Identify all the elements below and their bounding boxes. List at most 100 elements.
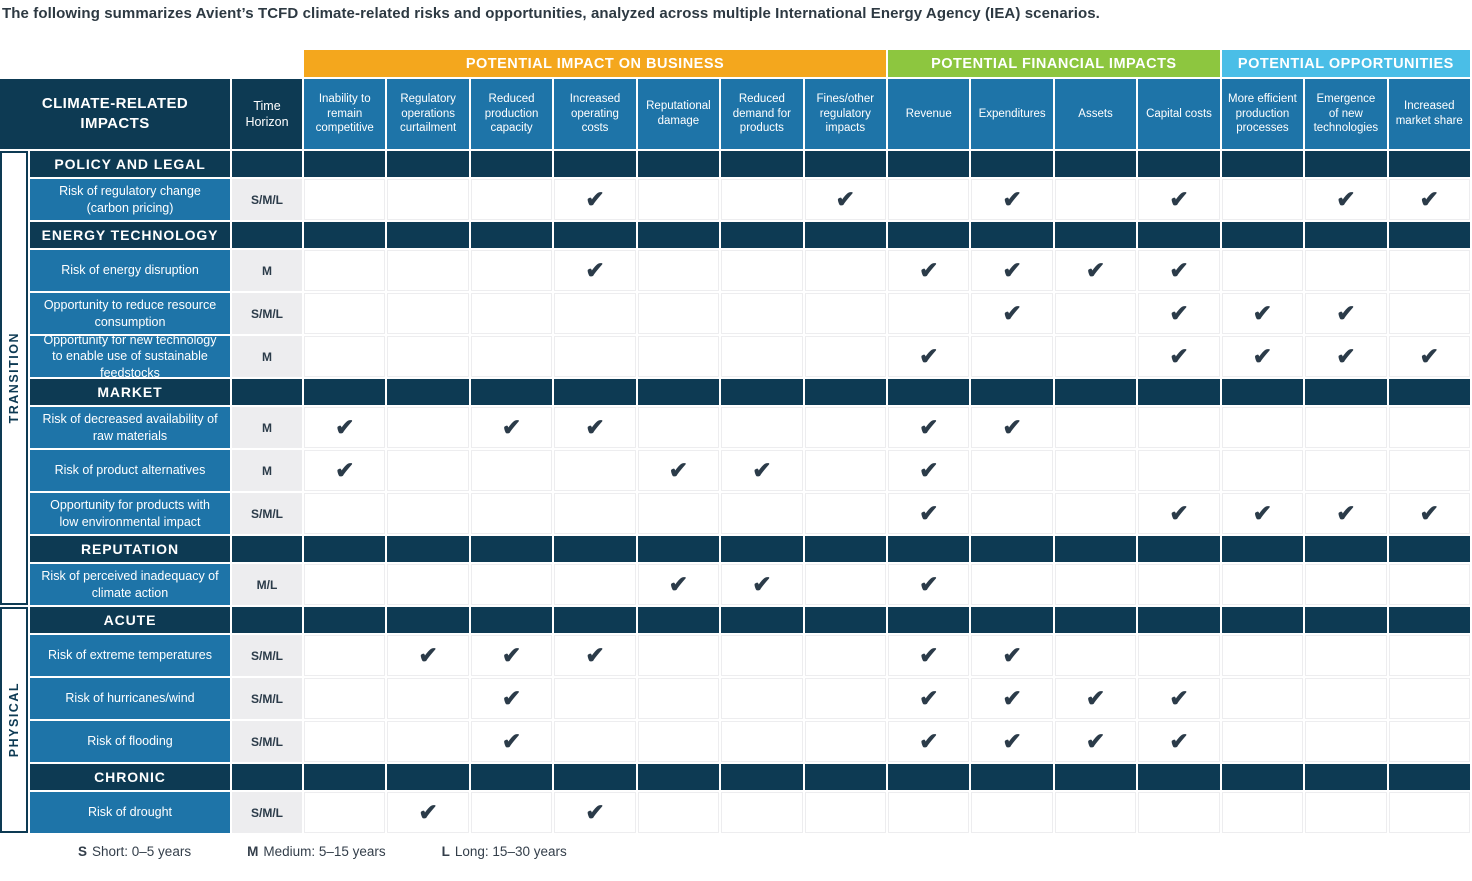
time-horizon-cell: S/M/L	[232, 293, 302, 334]
section-cell	[721, 151, 803, 177]
check-icon: ✔	[501, 685, 522, 711]
impact-cell	[888, 179, 970, 220]
impact-cell: ✔	[554, 250, 636, 291]
impact-cell	[888, 792, 970, 833]
impact-cell: ✔	[971, 179, 1053, 220]
impact-cell	[721, 250, 803, 291]
section-cell	[971, 764, 1053, 790]
legend-item-long: L Long: 15–30 years	[442, 844, 567, 859]
impact-cell	[637, 179, 720, 220]
check-icon: ✔	[1085, 257, 1106, 283]
impact-cell	[721, 493, 803, 534]
impact-cell	[721, 336, 803, 377]
section-cell	[971, 607, 1053, 633]
impact-cell	[387, 721, 469, 762]
impact-cell	[804, 792, 886, 833]
legend-key: M	[247, 844, 259, 859]
risk-label: Risk of decreased availability of raw ma…	[30, 407, 230, 448]
impact-cell	[804, 635, 886, 676]
column-header: More efficient production processes	[1221, 79, 1304, 149]
impact-cell	[1054, 564, 1137, 605]
section-header: ACUTE	[30, 607, 230, 633]
impact-cell	[304, 493, 386, 534]
impact-cell: ✔	[387, 792, 469, 833]
section-cell	[387, 222, 469, 248]
impact-cell	[1388, 792, 1470, 833]
impact-cell	[888, 293, 970, 334]
section-cell	[1054, 379, 1137, 405]
impact-cell: ✔	[554, 792, 636, 833]
impact-cell	[387, 407, 469, 448]
time-horizon-cell: M	[232, 250, 302, 291]
check-icon: ✔	[585, 186, 605, 212]
section-cell	[971, 379, 1053, 405]
section-cell	[304, 379, 386, 405]
impact-cell	[304, 250, 386, 291]
section-cell	[304, 536, 386, 562]
time-horizon-cell: S/M/L	[232, 493, 302, 534]
section-cell	[888, 536, 970, 562]
impact-cell: ✔	[1054, 678, 1137, 719]
impact-cell	[1054, 179, 1137, 220]
section-cell	[804, 379, 886, 405]
impact-cell	[1138, 564, 1220, 605]
impact-cell	[1054, 792, 1137, 833]
impact-cell: ✔	[721, 450, 803, 491]
impact-cell: ✔	[1138, 493, 1220, 534]
impact-cell: ✔	[1138, 293, 1220, 334]
section-cell	[1305, 379, 1387, 405]
section-header: ENERGY TECHNOLOGY	[30, 222, 230, 248]
section-cell	[1388, 607, 1470, 633]
impact-cell: ✔	[888, 493, 970, 534]
impact-cell	[387, 250, 469, 291]
impact-cell	[387, 293, 469, 334]
category-rail-physical: PHYSICAL	[0, 607, 28, 833]
time-horizon-legend: S Short: 0–5 years M Medium: 5–15 years …	[78, 844, 567, 859]
section-cell	[1138, 607, 1220, 633]
impact-cell	[804, 721, 886, 762]
risk-label: Risk of drought	[30, 792, 230, 833]
impact-cell	[1221, 179, 1304, 220]
impact-cell: ✔	[304, 450, 386, 491]
impact-cell	[637, 493, 720, 534]
section-cell	[1221, 764, 1304, 790]
time-horizon-cell: S/M/L	[232, 179, 302, 220]
section-cell	[232, 379, 302, 405]
section-cell	[1221, 607, 1304, 633]
impact-cell	[721, 635, 803, 676]
impact-cell: ✔	[1388, 336, 1470, 377]
check-icon: ✔	[335, 457, 355, 483]
impact-cell: ✔	[554, 179, 636, 220]
impact-cell	[971, 564, 1053, 605]
check-icon: ✔	[919, 343, 939, 369]
impact-cell	[470, 493, 553, 534]
check-icon: ✔	[752, 571, 772, 597]
impact-cell	[470, 293, 553, 334]
impact-cell: ✔	[1305, 336, 1387, 377]
check-icon: ✔	[501, 414, 522, 440]
section-cell	[1054, 607, 1137, 633]
section-cell	[637, 379, 720, 405]
impact-cell	[1305, 792, 1387, 833]
impact-cell: ✔	[1305, 179, 1387, 220]
impact-cell	[1221, 407, 1304, 448]
check-icon: ✔	[1169, 728, 1189, 754]
impact-cell	[804, 293, 886, 334]
impact-cell	[304, 293, 386, 334]
section-cell	[1221, 536, 1304, 562]
section-cell	[637, 151, 720, 177]
impact-cell	[387, 336, 469, 377]
check-icon: ✔	[835, 186, 855, 212]
section-cell	[232, 607, 302, 633]
check-icon: ✔	[1252, 300, 1273, 326]
impact-cell	[1388, 407, 1470, 448]
impact-cell: ✔	[1054, 250, 1137, 291]
section-cell	[232, 222, 302, 248]
section-cell	[470, 151, 553, 177]
check-icon: ✔	[1419, 343, 1439, 369]
section-cell	[1388, 379, 1470, 405]
group-band-3: POTENTIAL OPPORTUNITIES	[1221, 50, 1470, 77]
check-icon: ✔	[919, 500, 939, 526]
impact-cell	[1221, 250, 1304, 291]
impact-cell: ✔	[1054, 721, 1137, 762]
